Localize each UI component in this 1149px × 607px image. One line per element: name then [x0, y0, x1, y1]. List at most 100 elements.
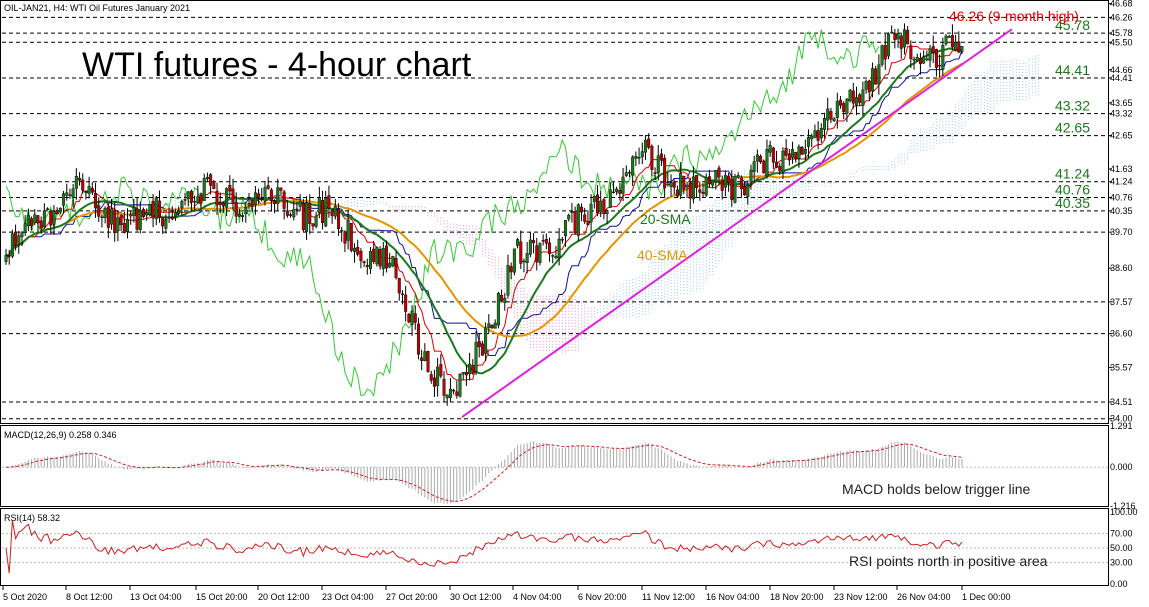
candle-body	[106, 206, 110, 228]
candle-body	[241, 215, 245, 217]
candle-body	[260, 198, 264, 200]
candle-body	[122, 223, 126, 233]
candle-body	[851, 90, 855, 104]
candle-body	[110, 208, 114, 225]
candle-body	[151, 200, 155, 219]
candle-body	[669, 182, 673, 187]
candle-body	[458, 373, 462, 397]
candle-body	[733, 176, 737, 203]
candle-body	[266, 185, 270, 189]
candle-body	[253, 192, 257, 206]
candle-body	[381, 248, 385, 269]
candle-body	[90, 188, 94, 193]
macd-annotation: MACD holds below trigger line	[842, 481, 1031, 497]
candle-body	[736, 175, 740, 178]
candle-body	[282, 191, 286, 209]
candle-body	[707, 176, 711, 185]
candle-body	[624, 172, 628, 176]
candle-body	[698, 189, 702, 193]
candle-body	[576, 204, 580, 236]
candle-body	[682, 175, 686, 190]
candle-body	[720, 179, 724, 191]
candle-body	[317, 197, 321, 214]
candle-body	[701, 191, 705, 194]
candle-body	[522, 260, 526, 263]
time-tick-label: 18 Nov 20:00	[770, 592, 824, 602]
candle-body	[141, 209, 145, 218]
candle-body	[394, 257, 398, 278]
candle-body	[615, 188, 619, 192]
candle-body	[301, 203, 305, 231]
candle-body	[84, 191, 88, 194]
candle-body	[845, 98, 849, 114]
candle-body	[787, 153, 791, 161]
rsi-tick-label: 0.00	[1110, 579, 1128, 589]
candle-body	[944, 35, 948, 45]
candle-body	[762, 160, 766, 174]
candle-body	[157, 200, 161, 218]
candle-body	[915, 56, 919, 62]
candle-body	[586, 220, 590, 225]
macd-tick-label: 0.000	[1110, 462, 1133, 472]
candle-body	[647, 138, 651, 148]
candle-body	[947, 35, 951, 38]
candle-body	[416, 323, 420, 355]
candle-body	[653, 172, 657, 174]
price-tick-label: 39.70	[1110, 227, 1133, 237]
candle-body	[842, 103, 846, 112]
candle-body	[423, 351, 427, 362]
candle-body	[922, 56, 926, 64]
candle-body	[298, 201, 302, 207]
candle-body	[548, 242, 552, 255]
candle-body	[816, 130, 820, 141]
candle-body	[781, 150, 785, 173]
candle-body	[10, 233, 14, 257]
candle-body	[858, 94, 862, 103]
candle-body	[794, 151, 798, 160]
candle-body	[557, 238, 561, 259]
candle-body	[768, 144, 772, 153]
price-tick-label: 42.65	[1110, 131, 1133, 141]
price-tick-label: 44.66	[1110, 65, 1133, 75]
candle-body	[730, 179, 734, 200]
candle-body	[512, 248, 516, 273]
price-tick-label: 37.57	[1110, 297, 1133, 307]
candle-body	[560, 238, 564, 241]
candle-body	[685, 184, 689, 188]
candle-body	[289, 214, 293, 216]
macd-tick-label: -1.216	[1110, 501, 1136, 511]
candle-body	[308, 203, 312, 225]
candle-body	[180, 201, 184, 209]
candle-body	[640, 151, 644, 158]
ichimoku-cloud	[152, 54, 1040, 356]
candle-body	[333, 206, 337, 217]
price-tick-label: 36.60	[1110, 329, 1133, 339]
price-tick-label: 43.65	[1110, 98, 1133, 108]
candle-body	[269, 189, 273, 201]
candle-body	[247, 203, 251, 206]
macd-pane-frame	[0, 425, 1109, 507]
candle-body	[941, 44, 945, 70]
candle-body	[58, 208, 62, 213]
candle-body	[570, 211, 574, 213]
sma40-label: 40-SMA	[637, 247, 688, 263]
candle-body	[755, 154, 759, 162]
candle-body	[400, 293, 404, 295]
candle-body	[378, 249, 382, 267]
candle-body	[509, 266, 513, 273]
candle-body	[506, 264, 510, 296]
candle-body	[74, 176, 78, 189]
candle-body	[273, 200, 277, 205]
time-tick-label: 26 Nov 04:00	[897, 592, 951, 602]
candle-body	[477, 341, 481, 348]
candle-body	[532, 240, 536, 244]
candle-body	[564, 220, 568, 237]
candle-body	[429, 374, 433, 381]
candle-body	[324, 197, 328, 227]
candle-body	[145, 212, 149, 216]
candle-body	[938, 64, 942, 67]
candle-body	[218, 202, 222, 205]
candle-body	[880, 45, 884, 65]
candle-body	[237, 214, 241, 217]
candle-body	[567, 215, 571, 220]
